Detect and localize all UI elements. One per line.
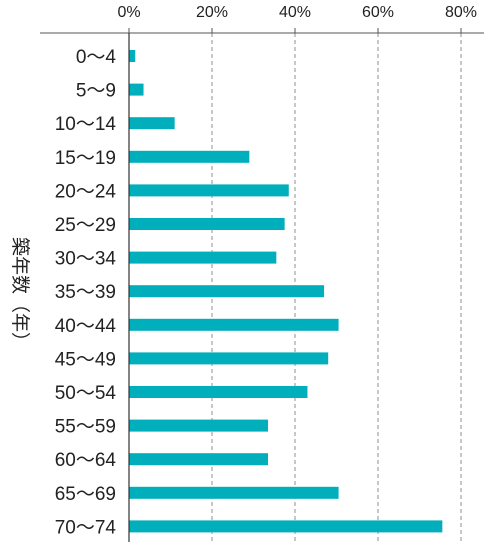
category-label: 40〜44 [55, 316, 117, 337]
bar [129, 184, 289, 197]
bar [129, 520, 443, 533]
bar [129, 218, 285, 230]
x-tick-label: 20% [196, 4, 228, 21]
category-label: 65〜69 [55, 484, 116, 505]
category-label: 70〜74 [55, 517, 117, 538]
x-tick-label: 0% [117, 4, 140, 21]
x-tick-label: 60% [362, 4, 394, 21]
bar [129, 386, 308, 398]
bar [129, 150, 250, 163]
category-label: 45〜49 [55, 349, 116, 370]
axis-layer [40, 28, 484, 542]
bar [129, 352, 329, 365]
category-label: 25〜29 [55, 215, 116, 236]
category-label: 60〜64 [55, 450, 117, 471]
category-label: 20〜24 [55, 181, 117, 202]
bar [129, 419, 269, 432]
bar [129, 50, 136, 62]
bar [129, 318, 339, 331]
bar [129, 251, 277, 264]
bar [129, 83, 144, 96]
category-label: 50〜54 [55, 383, 117, 404]
x-tick-label: 40% [279, 4, 311, 21]
bar [129, 453, 269, 466]
category-label: 35〜39 [55, 282, 116, 303]
category-label: 0〜4 [76, 47, 117, 68]
bar [129, 486, 339, 499]
bar-layer [129, 50, 443, 533]
category-label: 55〜59 [55, 417, 116, 438]
category-label: 5〜9 [76, 81, 116, 102]
label-layer: 0% 20% 40% 60% 80% 0〜4 5〜9 10〜14 15〜19 20〜24 25〜29… [55, 4, 477, 538]
category-label: 30〜34 [55, 249, 117, 270]
bar [129, 117, 175, 130]
x-tick-label: 80% [445, 4, 477, 21]
y-axis-title: 築年数（年） [9, 237, 31, 351]
bar [129, 285, 325, 298]
category-label: 15〜19 [55, 148, 116, 169]
category-label: 10〜14 [55, 114, 117, 135]
